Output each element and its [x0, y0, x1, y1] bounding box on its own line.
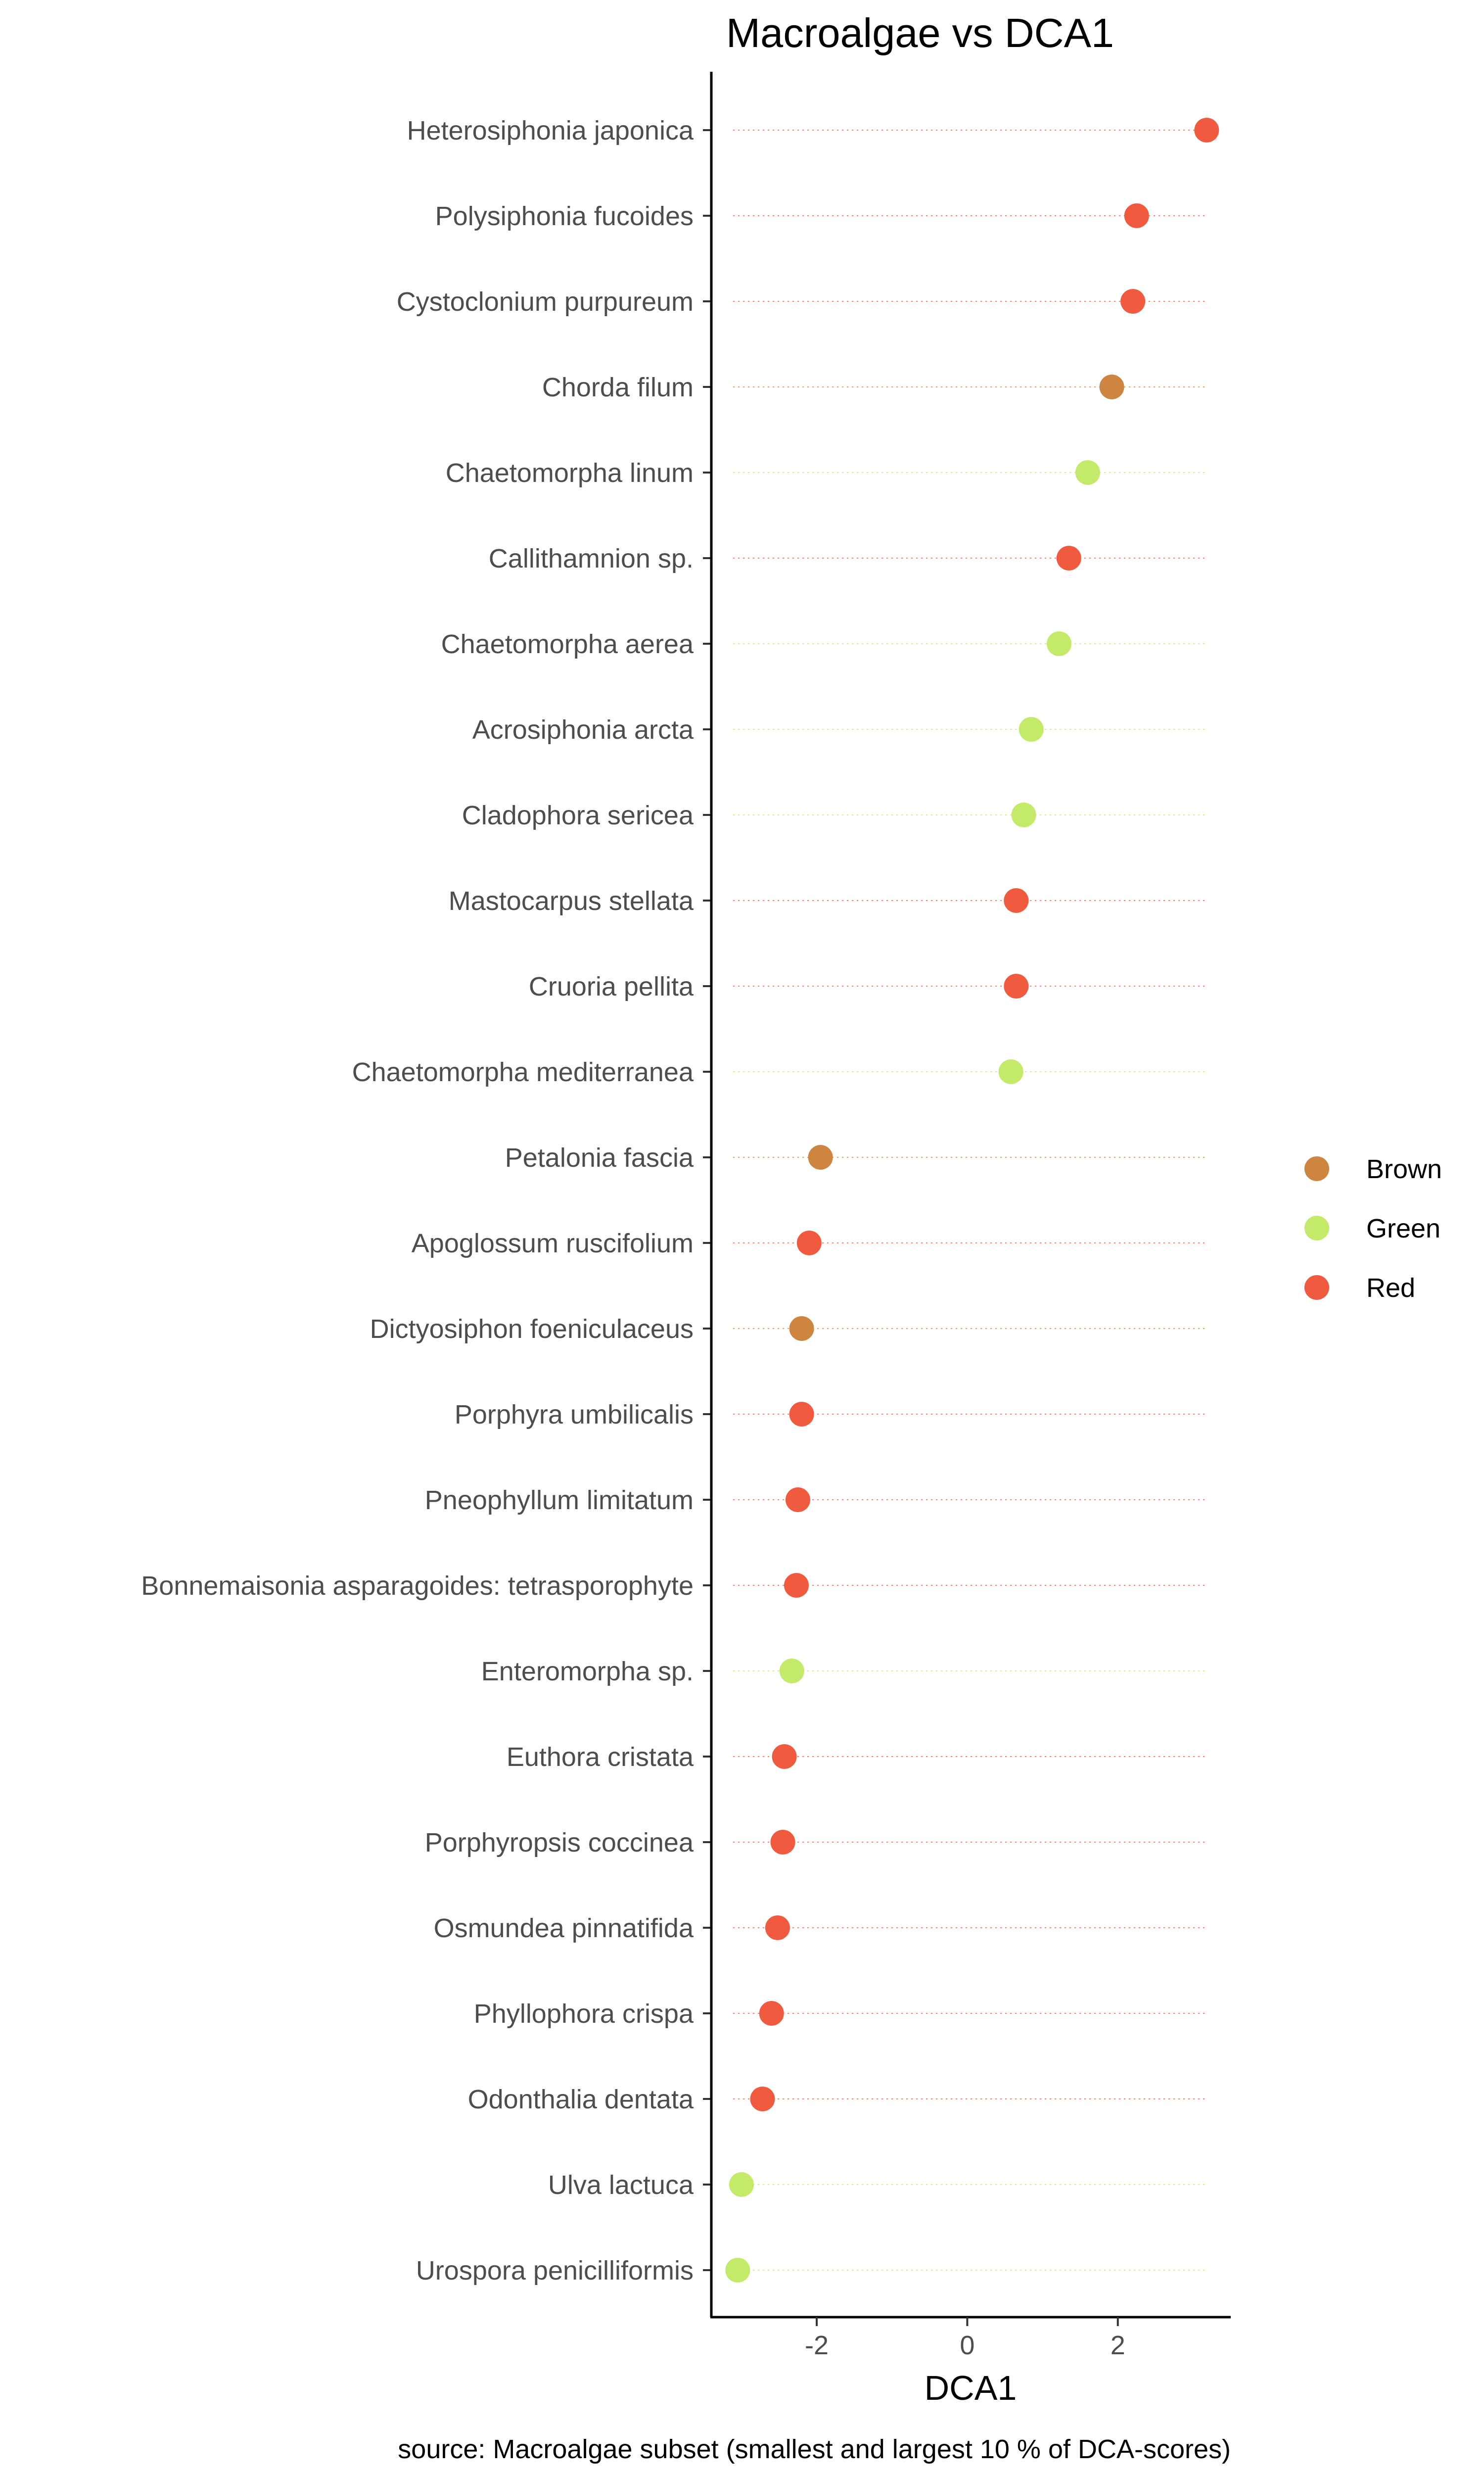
y-axis-ticks: [703, 129, 711, 2271]
chart-title: Macroalgae vs DCA1: [726, 10, 1114, 56]
data-point: [729, 2172, 754, 2197]
data-point: [779, 1659, 804, 1683]
x-axis-ticks: -2 0 2: [805, 2317, 1125, 2360]
legend-key-brown: [1304, 1156, 1329, 1181]
y-tick-label: Petalonia fascia: [505, 1143, 694, 1173]
y-tick-label: Chaetomorpha aerea: [441, 629, 694, 659]
y-tick-label: Ulva lactuca: [548, 2170, 694, 2200]
data-point: [1047, 631, 1072, 656]
data-point: [789, 1402, 814, 1427]
y-tick-label: Callithamnion sp.: [489, 544, 694, 573]
legend-key-green: [1304, 1216, 1329, 1240]
y-tick-label: Heterosiphonia japonica: [407, 116, 694, 145]
legend-label-green: Green: [1366, 1214, 1440, 1243]
data-points: [725, 118, 1219, 2283]
y-tick-label: Chaetomorpha linum: [446, 458, 694, 488]
y-tick-label: Pneophyllum limitatum: [425, 1485, 694, 1515]
data-point: [770, 1830, 795, 1855]
x-axis-title: DCA1: [925, 2369, 1017, 2407]
y-tick-label: Porphyropsis coccinea: [425, 1828, 694, 1857]
data-point: [750, 2087, 775, 2111]
y-tick-label: Mastocarpus stellata: [449, 886, 694, 916]
chart-caption: source: Macroalgae subset (smallest and …: [398, 2434, 1231, 2464]
y-tick-label: Dictyosiphon foeniculaceus: [370, 1314, 694, 1344]
data-point: [796, 1231, 822, 1255]
data-point: [808, 1145, 833, 1170]
y-tick-label: Enteromorpha sp.: [481, 1657, 694, 1686]
data-point: [1124, 203, 1149, 228]
y-tick-label: Porphyra umbilicalis: [455, 1400, 694, 1429]
y-tick-label: Urospora penicilliformis: [416, 2256, 694, 2285]
y-tick-label: Cruoria pellita: [529, 972, 694, 1001]
y-tick-label: Polysiphonia fucoides: [435, 201, 694, 231]
y-axis-labels: Heterosiphonia japonica Polysiphonia fuco…: [141, 116, 694, 2285]
x-tick-label: -2: [805, 2331, 829, 2360]
data-point: [765, 1915, 790, 1940]
data-point: [1019, 717, 1044, 742]
data-point: [1056, 546, 1081, 571]
y-tick-label: Euthora cristata: [507, 1742, 694, 1772]
legend: Brown Green Red: [1304, 1154, 1442, 1303]
data-point: [786, 1487, 810, 1512]
y-tick-label: Chorda filum: [542, 373, 694, 402]
y-tick-label: Phyllophora crispa: [474, 1999, 694, 2029]
y-tick-label: Bonnemaisonia asparagoides: tetrasporoph…: [141, 1571, 694, 1601]
data-point: [1004, 888, 1029, 913]
data-point: [1120, 289, 1146, 314]
data-point: [1099, 375, 1124, 399]
data-point: [725, 2258, 750, 2283]
legend-key-red: [1304, 1275, 1329, 1300]
y-tick-label: Apoglossum ruscifolium: [412, 1229, 694, 1258]
data-point: [1194, 118, 1219, 143]
data-point: [772, 1744, 797, 1769]
data-point: [998, 1059, 1023, 1084]
data-point: [1075, 460, 1100, 485]
x-tick-label: 2: [1111, 2331, 1125, 2360]
data-point: [759, 2001, 784, 2026]
data-point: [1004, 974, 1029, 999]
data-point: [784, 1573, 809, 1598]
y-tick-label: Odonthalia dentata: [468, 2085, 694, 2114]
y-tick-label: Osmundea pinnatifida: [434, 1913, 694, 1943]
data-point: [789, 1316, 814, 1341]
legend-label-brown: Brown: [1366, 1154, 1442, 1184]
y-tick-label: Cladophora sericea: [462, 801, 694, 830]
y-tick-label: Acrosiphonia arcta: [472, 715, 694, 745]
legend-label-red: Red: [1366, 1273, 1415, 1303]
guide-lines: [733, 130, 1207, 2271]
y-tick-label: Chaetomorpha mediterranea: [352, 1057, 694, 1087]
x-tick-label: 0: [960, 2331, 974, 2360]
data-point: [1011, 803, 1036, 827]
y-tick-label: Cystoclonium purpureum: [397, 287, 694, 317]
